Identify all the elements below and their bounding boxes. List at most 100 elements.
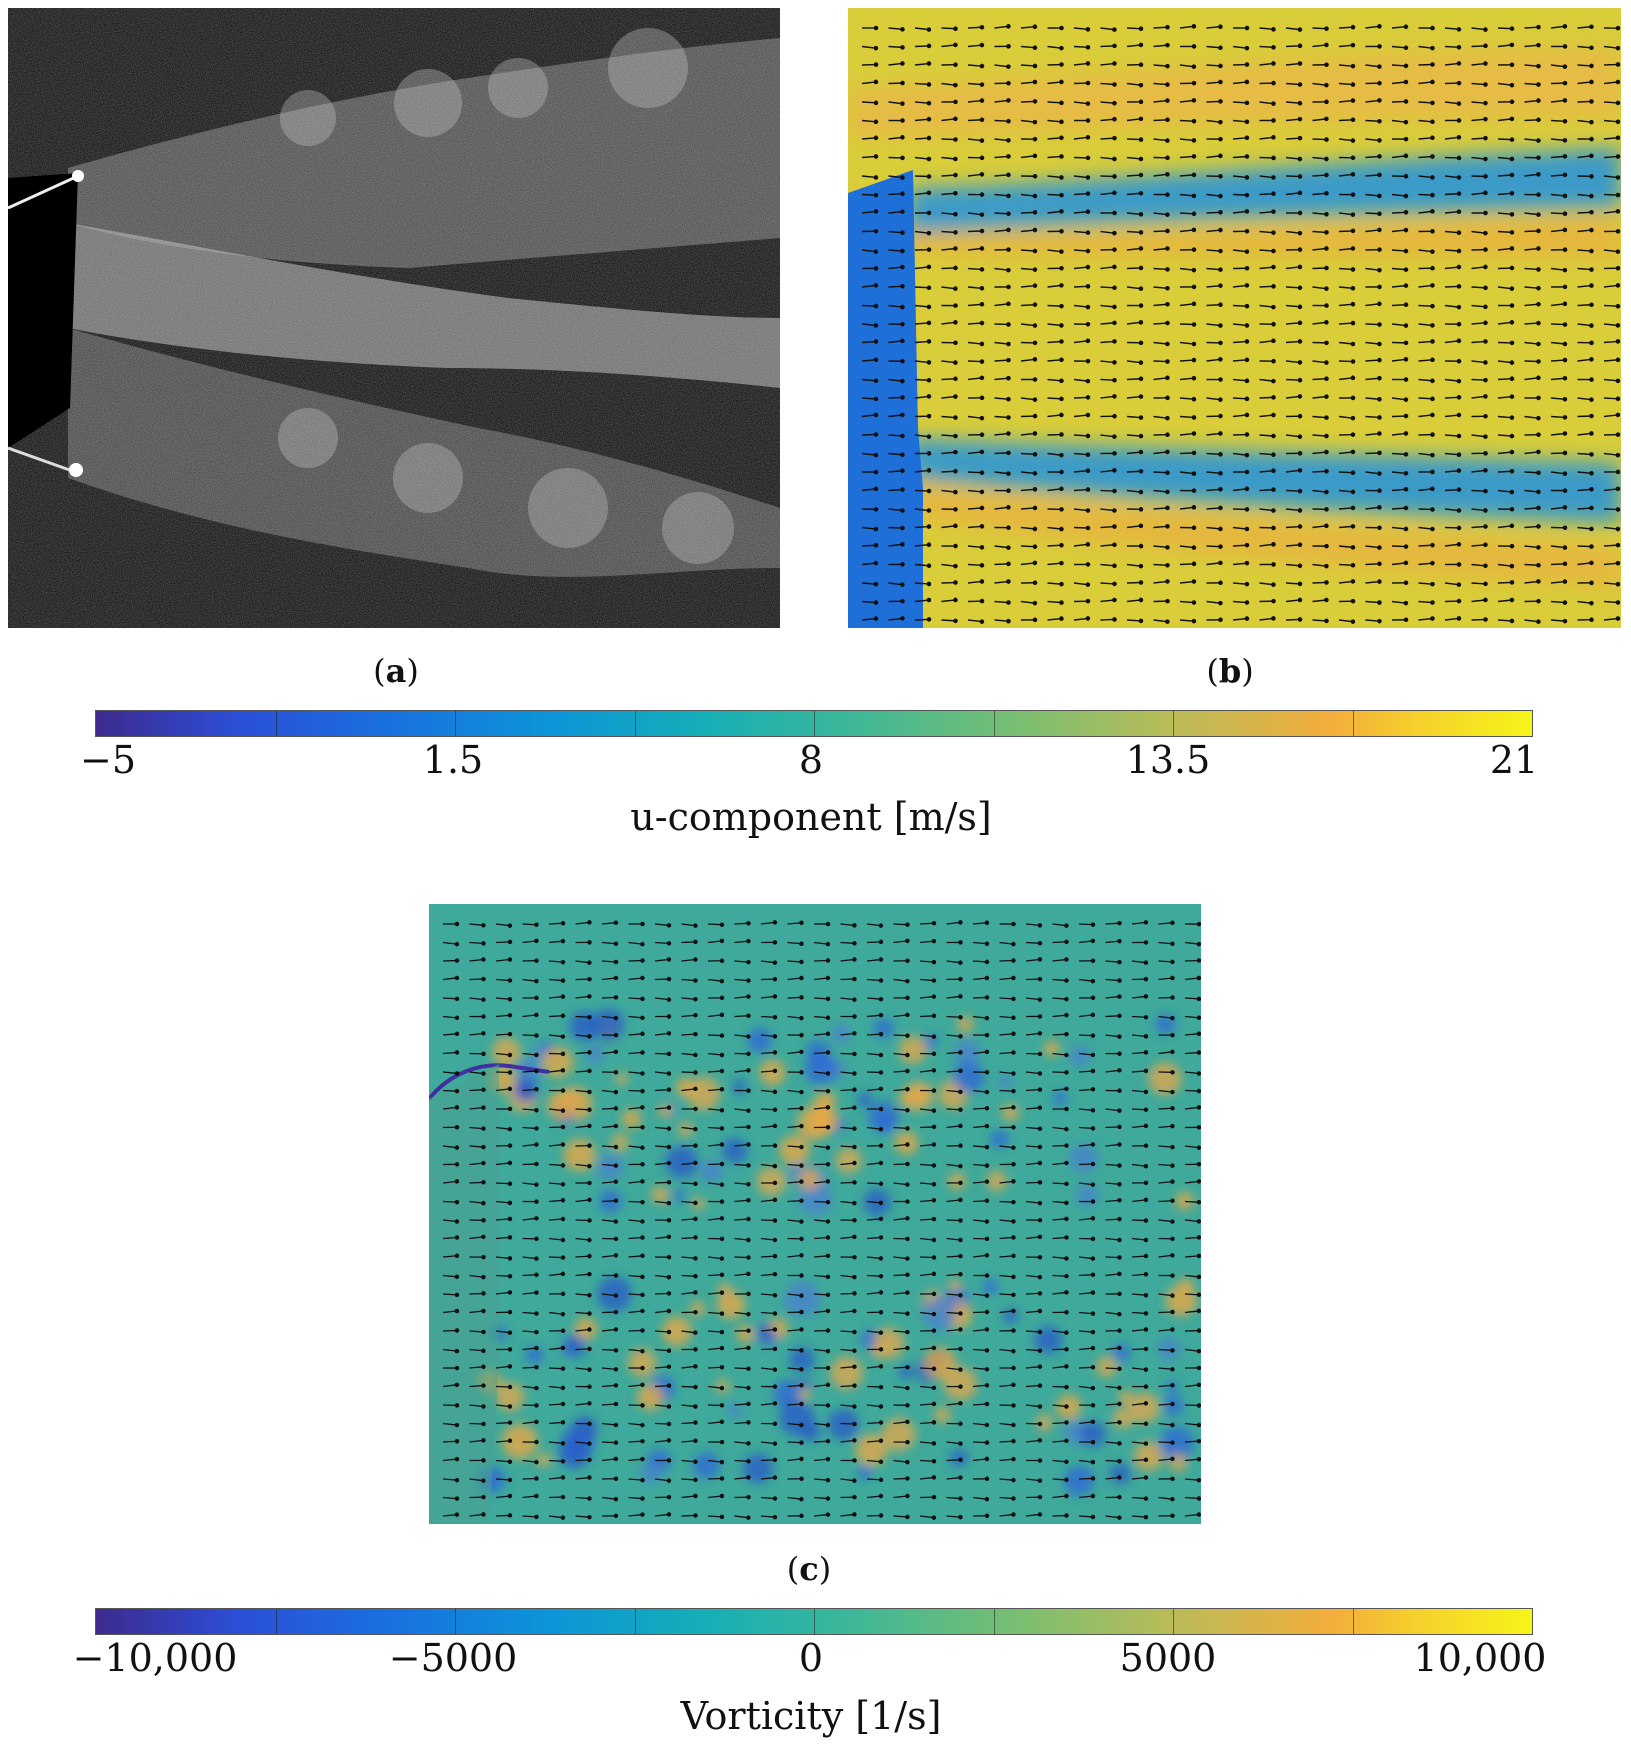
velocity-arrow-head (640, 1235, 645, 1240)
velocity-arrow (1025, 1478, 1040, 1482)
velocity-arrow-head (1430, 560, 1435, 566)
velocity-arrow-head (1377, 64, 1382, 69)
velocity-arrow (734, 995, 749, 999)
velocity-arrow (1153, 360, 1168, 363)
velocity-arrow (522, 940, 537, 944)
velocity-arrow (575, 1051, 590, 1055)
velocity-arrow-head (587, 1292, 592, 1298)
velocity-arrow-head (560, 1237, 566, 1243)
velocity-arrow-head (719, 1052, 725, 1058)
velocity-arrow-head (878, 978, 884, 983)
velocity-arrow (707, 940, 722, 944)
velocity-arrow (1550, 193, 1565, 197)
velocity-arrow (1073, 396, 1089, 399)
velocity-arrow-head (873, 526, 879, 532)
velocity-arrow (1153, 99, 1168, 103)
velocity-arrow-head (1244, 507, 1250, 512)
velocity-arrow-head (1509, 597, 1515, 603)
velocity-arrow-head (1271, 101, 1276, 106)
velocity-arrow-head (1403, 193, 1409, 199)
velocity-arrow-head (1350, 415, 1356, 421)
velocity-arrow (1550, 563, 1566, 566)
velocity-arrow-head (1615, 154, 1621, 159)
velocity-arrow-head (1085, 358, 1091, 364)
velocity-arrow-head (666, 976, 672, 982)
velocity-arrow (1126, 581, 1142, 584)
velocity-arrow (967, 64, 983, 67)
velocity-arrow-head (1244, 175, 1250, 180)
velocity-arrow-head (878, 923, 884, 928)
velocity-arrow-head (1589, 63, 1594, 69)
velocity-arrow (1126, 118, 1141, 122)
velocity-arrow-head (1011, 1235, 1016, 1240)
velocity-arrow (914, 544, 930, 547)
velocity-arrow-head (772, 940, 778, 945)
velocity-arrow-head (1456, 395, 1462, 400)
velocity-arrow (654, 1513, 669, 1517)
vorticity-blob (956, 1016, 974, 1033)
velocity-arrow (972, 1107, 988, 1110)
velocity-arrow-head (984, 1015, 990, 1021)
velocity-arrow-head (1483, 542, 1488, 548)
velocity-arrow-head (873, 378, 879, 384)
velocity-arrow-head (1112, 285, 1117, 291)
velocity-arrow (1312, 563, 1327, 567)
velocity-arrow-head (1032, 79, 1038, 85)
velocity-arrow (1577, 397, 1592, 401)
velocity-arrow (1025, 1330, 1041, 1333)
velocity-arrow (1232, 155, 1248, 159)
velocity-arrow-head (926, 210, 932, 216)
velocity-arrow (1418, 600, 1433, 604)
velocity-arrow-head (1350, 545, 1356, 550)
velocity-arrow-head (1191, 211, 1197, 217)
velocity-arrow-head (1059, 560, 1064, 566)
velocity-arrow (1052, 1478, 1067, 1481)
velocity-arrow (1025, 1274, 1040, 1278)
velocity-arrow-head (719, 1514, 725, 1520)
velocity-arrow-head (1589, 357, 1594, 362)
velocity-arrow-head (1143, 920, 1149, 925)
velocity-arrow-head (905, 1311, 910, 1316)
velocity-arrow-head (1430, 486, 1435, 492)
velocity-arrow-head (1090, 1052, 1096, 1058)
velocity-arrow-head (1006, 80, 1011, 86)
velocity-arrow-head (979, 212, 985, 217)
velocity-arrow-head (878, 939, 884, 945)
velocity-arrow-head (1196, 1496, 1201, 1501)
velocity-arrow (1206, 211, 1221, 214)
velocity-arrow (1577, 155, 1592, 159)
velocity-arrow (601, 941, 617, 945)
velocity-arrow-head (926, 468, 932, 473)
velocity-arrow (654, 1071, 669, 1075)
velocity-arrow (601, 1422, 616, 1426)
velocity-arrow (1365, 619, 1380, 622)
velocity-arrow-head (1403, 248, 1409, 254)
velocity-arrow (760, 1163, 775, 1167)
velocity-arrow-head (1090, 1108, 1096, 1113)
velocity-arrow (1020, 267, 1036, 271)
velocity-arrow (1471, 230, 1486, 234)
velocity-arrow (1126, 451, 1142, 455)
velocity-arrow-head (799, 1179, 804, 1184)
velocity-arrow-head (640, 1438, 645, 1444)
velocity-arrow (813, 1106, 828, 1110)
velocity-arrow (654, 958, 669, 962)
velocity-arrow-head (560, 1163, 566, 1168)
velocity-arrow-head (1244, 283, 1250, 288)
velocity-arrow (1105, 1218, 1120, 1221)
velocity-arrow (1153, 322, 1168, 325)
velocity-arrow-head (1403, 560, 1409, 566)
velocity-arrow (941, 267, 956, 270)
velocity-arrow-head (900, 598, 905, 604)
velocity-arrow (967, 360, 983, 363)
velocity-arrow-head (1536, 172, 1541, 177)
velocity-arrow (1131, 1199, 1146, 1203)
velocity-arrow-head (507, 1493, 513, 1499)
velocity-arrow-head (1483, 597, 1488, 603)
velocity-arrow (999, 1440, 1014, 1443)
velocity-arrow (861, 562, 877, 566)
velocity-arrow-head (1170, 920, 1175, 926)
velocity-arrow-head (1165, 545, 1170, 550)
velocity-arrow (1184, 1310, 1199, 1314)
vorticity-blob (621, 1109, 642, 1129)
